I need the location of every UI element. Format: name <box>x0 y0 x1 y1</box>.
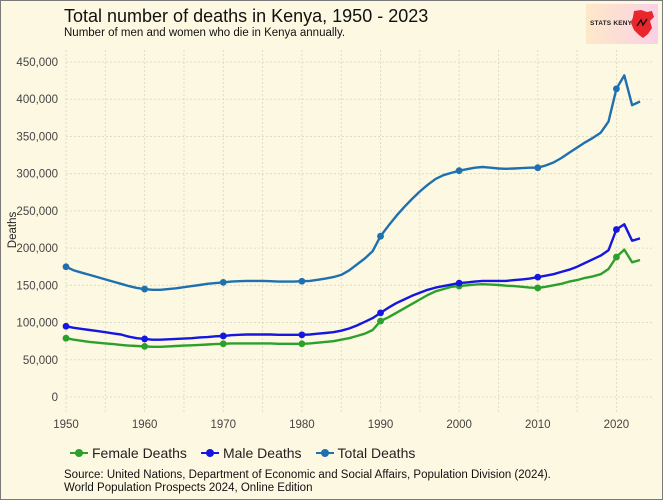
kenya-map-icon <box>631 10 654 38</box>
data-point <box>298 277 306 285</box>
legend-item-total: Total Deaths <box>315 445 416 461</box>
x-tick-label: 1980 <box>289 419 315 431</box>
x-tick-label: 2000 <box>446 419 472 431</box>
series-layer <box>62 74 641 350</box>
y-tick-label: 50,000 <box>23 355 58 367</box>
y-tick-label: 100,000 <box>16 318 58 330</box>
x-tick-label: 1970 <box>210 419 236 431</box>
grid-layer <box>65 50 652 413</box>
chart-subtitle: Number of men and women who die in Kenya… <box>64 27 346 39</box>
data-point <box>377 309 384 317</box>
data-point <box>534 284 542 292</box>
data-point <box>219 278 227 286</box>
legend-label-male: Male Deaths <box>222 445 302 461</box>
x-tick-label: 1960 <box>132 419 158 431</box>
data-point <box>141 335 149 343</box>
y-axis-label: Deaths <box>7 212 19 249</box>
logo-text: STATS KENYA <box>590 20 637 27</box>
data-point <box>455 279 463 287</box>
series-line-female-deaths <box>65 248 641 348</box>
y-tick-label: 300,000 <box>16 169 58 181</box>
data-point <box>298 331 306 339</box>
data-point <box>62 334 70 342</box>
data-point <box>613 226 620 233</box>
data-point <box>62 322 70 330</box>
axis-layer: 0 50,000 100,000 150,000 200,000 250,000 300,0… <box>16 57 629 431</box>
y-tick-label: 150,000 <box>16 280 58 292</box>
data-point <box>141 342 149 350</box>
data-point <box>613 253 620 261</box>
y-tick-label: 450,000 <box>16 57 58 69</box>
y-tick-label: 250,000 <box>16 206 58 218</box>
legend: Female Deaths Male Deaths Total Deaths <box>70 445 429 461</box>
data-point <box>141 285 149 293</box>
legend-item-female: Female Deaths <box>70 445 187 461</box>
x-tick-label: 1950 <box>53 419 79 431</box>
source-note: Source: United Nations, Department of Ec… <box>64 469 551 495</box>
series-line-male-deaths <box>65 223 641 341</box>
source-line-2: World Population Prospects 2024, Online … <box>64 482 313 494</box>
y-tick-label: 0 <box>52 392 58 404</box>
data-point <box>455 167 463 175</box>
stats-kenya-logo: STATS KENYA <box>586 4 658 44</box>
legend-item-male: Male Deaths <box>200 445 302 461</box>
legend-key-total <box>315 447 334 459</box>
chart-title: Total number of deaths in Kenya, 1950 - … <box>64 6 429 26</box>
x-tick-label: 2020 <box>604 419 630 431</box>
y-tick-label: 200,000 <box>16 243 58 255</box>
y-tick-label: 400,000 <box>16 94 58 106</box>
data-point <box>534 164 542 172</box>
data-point <box>219 332 227 340</box>
legend-label-total: Total Deaths <box>337 445 416 461</box>
source-line-1: Source: United Nations, Department of Ec… <box>64 469 551 481</box>
data-point <box>298 340 306 348</box>
data-point <box>219 340 227 348</box>
data-point <box>377 232 384 240</box>
legend-key-male <box>200 447 219 459</box>
data-point <box>534 273 542 281</box>
legend-label-female: Female Deaths <box>92 445 187 461</box>
x-tick-label: 1990 <box>368 419 394 431</box>
y-tick-label: 350,000 <box>16 131 58 143</box>
data-point <box>613 85 620 93</box>
legend-key-female <box>70 447 88 459</box>
series-line-total-deaths <box>65 74 641 291</box>
x-tick-label: 2010 <box>525 419 551 431</box>
data-point <box>62 263 70 271</box>
data-point <box>377 317 384 325</box>
